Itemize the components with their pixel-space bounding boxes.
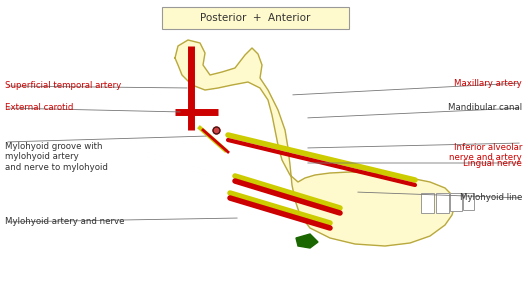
Text: External carotid: External carotid — [5, 104, 73, 113]
Text: Lingual nerve: Lingual nerve — [463, 158, 522, 168]
Text: Mylohyoid line: Mylohyoid line — [460, 193, 522, 203]
Bar — [421, 193, 434, 213]
Text: Posterior  +  Anterior: Posterior + Anterior — [200, 13, 311, 23]
Bar — [450, 193, 462, 211]
FancyBboxPatch shape — [162, 7, 349, 29]
Polygon shape — [175, 40, 455, 246]
Text: Mandibular canal: Mandibular canal — [448, 104, 522, 113]
Text: Inferior alveolar
nerve and artery: Inferior alveolar nerve and artery — [449, 143, 522, 162]
Bar — [436, 193, 449, 213]
Text: Mylohyoid groove with
mylohyoid artery
and nerve to mylohyoid: Mylohyoid groove with mylohyoid artery a… — [5, 142, 108, 172]
Text: Superficial temporal artery: Superficial temporal artery — [5, 82, 121, 90]
Text: Mylohyoid artery and nerve: Mylohyoid artery and nerve — [5, 218, 124, 226]
Bar — [463, 193, 474, 210]
Text: Maxillary artery: Maxillary artery — [454, 79, 522, 88]
Polygon shape — [296, 234, 318, 248]
